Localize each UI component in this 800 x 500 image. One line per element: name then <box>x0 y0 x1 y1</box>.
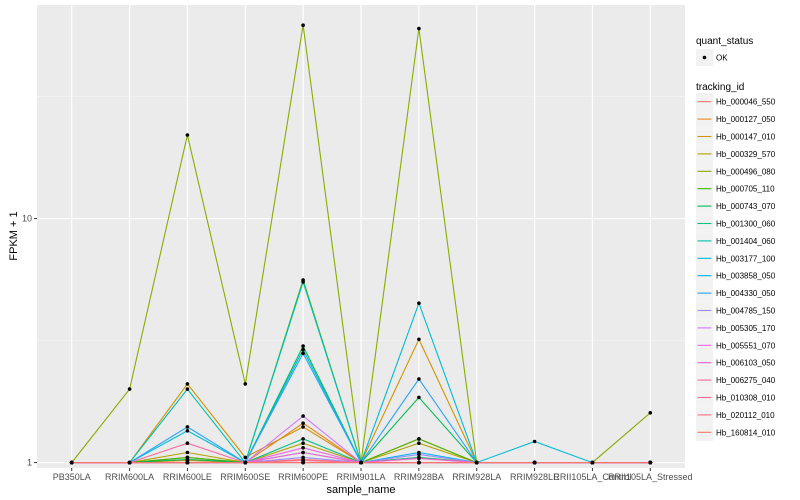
data-point <box>532 460 537 465</box>
y-tick-label: 1 <box>27 458 32 468</box>
x-tick-label: RRII105LA_Control <box>553 472 631 482</box>
data-point <box>185 133 190 137</box>
data-point <box>417 437 421 441</box>
legend-label-Hb_020112_010: Hb_020112_010 <box>716 411 775 420</box>
data-point <box>185 460 190 465</box>
data-point <box>417 441 421 446</box>
data-point <box>301 351 305 356</box>
x-axis: PB350LA RRIM600LA RRIM600LE RRIM600SE RRIM60… <box>53 468 693 482</box>
x-tick-label: PB350LA <box>53 472 91 482</box>
legend-tracking-id: tracking_id Hb_000046_550 Hb_000127_050 Hb… <box>696 82 776 441</box>
data-point <box>301 455 305 460</box>
data-point <box>185 457 190 462</box>
legend-label-Hb_000743_070: Hb_000743_070 <box>716 202 776 211</box>
data-point <box>417 460 421 465</box>
legend-label-Hb_003177_100: Hb_003177_100 <box>716 254 776 263</box>
data-point <box>185 387 190 391</box>
data-point <box>648 411 653 415</box>
data-point <box>301 441 305 446</box>
legend-label-Hb_000329_570: Hb_000329_570 <box>716 150 776 159</box>
legend-label-Hb_006275_040: Hb_006275_040 <box>716 376 776 385</box>
data-point <box>185 425 190 429</box>
data-point <box>301 23 305 28</box>
x-tick-label: RRIM600LE <box>163 472 212 482</box>
legend-label-Hb_001404_060: Hb_001404_060 <box>716 237 776 246</box>
x-tick-label: RRIM928LE <box>510 472 559 482</box>
legend-tracking-title: tracking_id <box>696 82 744 93</box>
legend-quant-status: quant_status OK <box>696 36 753 66</box>
legend-point-icon <box>702 55 707 60</box>
data-point <box>185 441 190 446</box>
legend-label-Hb_000046_550: Hb_000046_550 <box>716 98 776 107</box>
data-point <box>127 387 132 391</box>
legend-label-Hb_000127_050: Hb_000127_050 <box>716 115 776 124</box>
y-axis: 1 10 <box>22 214 37 468</box>
y-tick-label: 10 <box>22 214 32 224</box>
x-tick-label: RRIM928BA <box>394 472 444 482</box>
data-point <box>301 421 305 426</box>
data-point <box>301 450 305 455</box>
data-point <box>417 26 421 31</box>
data-point <box>301 280 305 284</box>
data-point <box>301 344 305 348</box>
data-point <box>185 429 190 433</box>
legend-label-Hb_000147_010: Hb_000147_010 <box>716 133 776 142</box>
data-point <box>474 460 479 465</box>
legend-quant-title: quant_status <box>696 36 753 47</box>
legend-label-Hb_005305_170: Hb_005305_170 <box>716 324 776 333</box>
data-point <box>417 395 421 400</box>
data-point <box>417 452 421 457</box>
x-tick-label: RRIM928LA <box>452 472 501 482</box>
data-point <box>69 460 74 465</box>
data-point <box>185 450 190 455</box>
data-point <box>417 301 421 306</box>
data-point <box>301 425 305 429</box>
data-point <box>590 460 595 465</box>
x-tick-label: RRII105LA_Stressed <box>608 472 693 482</box>
x-tick-label: RRIM901LA <box>336 472 385 482</box>
data-point <box>243 455 248 460</box>
legend-label-Hb_000705_110: Hb_000705_110 <box>716 185 775 194</box>
data-point <box>301 446 305 450</box>
data-point <box>243 460 248 465</box>
y-axis-title: FPKM + 1 <box>8 211 20 260</box>
data-point <box>243 382 248 386</box>
data-point <box>301 347 305 352</box>
data-point <box>417 337 421 342</box>
data-point <box>417 377 421 381</box>
data-point <box>359 460 363 465</box>
data-point <box>127 460 132 465</box>
x-tick-label: RRIM600LA <box>105 472 154 482</box>
legend-label-Hb_010308_010: Hb_010308_010 <box>716 394 776 403</box>
x-tick-label: RRIM600SE <box>220 472 270 482</box>
data-point <box>417 456 421 461</box>
x-tick-label: RRIM600PE <box>278 472 328 482</box>
data-point <box>301 414 305 418</box>
legend-label-ok: OK <box>716 54 728 63</box>
legend-label-Hb_006103_050: Hb_006103_050 <box>716 359 776 368</box>
data-points <box>69 23 653 465</box>
legend-label-Hb_000496_080: Hb_000496_080 <box>716 167 776 176</box>
data-point <box>301 437 305 441</box>
data-point <box>532 439 537 444</box>
data-point <box>648 460 653 465</box>
x-axis-title: sample_name <box>326 484 395 496</box>
legend-label-Hb_005551_070: Hb_005551_070 <box>716 341 776 350</box>
legend-label-Hb_004785_150: Hb_004785_150 <box>716 307 776 316</box>
data-point <box>301 460 305 465</box>
legend-label-Hb_160814_010: Hb_160814_010 <box>716 428 776 437</box>
legend-label-Hb_003858_050: Hb_003858_050 <box>716 272 776 281</box>
data-point <box>185 382 190 386</box>
legend-label-Hb_004330_050: Hb_004330_050 <box>716 289 776 298</box>
legend-label-Hb_001300_060: Hb_001300_060 <box>716 220 776 229</box>
